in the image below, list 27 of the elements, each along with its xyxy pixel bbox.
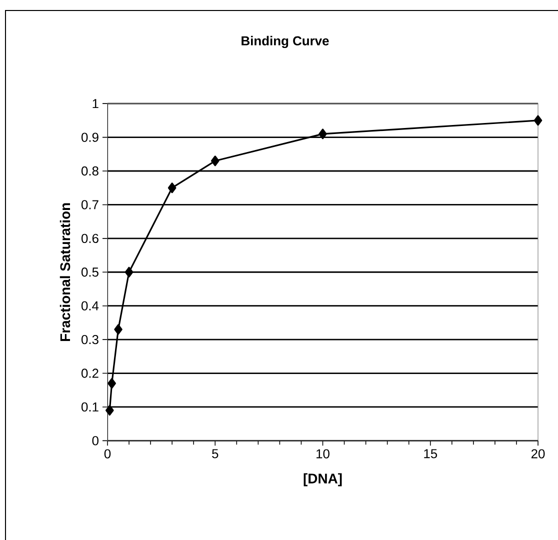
point	[124, 266, 134, 278]
y-tick-label: 0.3	[81, 334, 98, 344]
chart-title: Binding Curve	[242, 36, 329, 48]
x-tick-label: 15	[424, 449, 438, 458]
point	[168, 182, 176, 194]
point	[108, 378, 116, 389]
y-tick-label: 1	[92, 99, 98, 108]
x-tick-label: 10	[316, 449, 330, 458]
y-tick-label: 0.9	[81, 132, 98, 142]
point	[318, 128, 327, 140]
y-tick-label: 0.8	[81, 166, 98, 176]
y-tick-label: 0.4	[81, 301, 99, 310]
x-tick-label: 20	[531, 449, 545, 458]
x-axis-title: [DNA]	[304, 473, 342, 486]
point	[106, 405, 114, 416]
y-tick-label: 0.5	[81, 268, 98, 277]
y-tick-label: 0.2	[81, 368, 98, 378]
y-tick-label: 0.6	[81, 234, 98, 244]
y-tick-label: 0	[92, 436, 98, 446]
point	[534, 115, 542, 126]
y-tick-label: 0.7	[81, 200, 98, 210]
x-tick-label: 5	[212, 449, 218, 458]
point	[114, 324, 122, 335]
y-tick-label: 0.1	[81, 402, 98, 412]
point	[210, 156, 220, 166]
x-tick-label: 0	[104, 449, 111, 458]
y-axis-title: Fractional Saturation	[60, 203, 70, 341]
